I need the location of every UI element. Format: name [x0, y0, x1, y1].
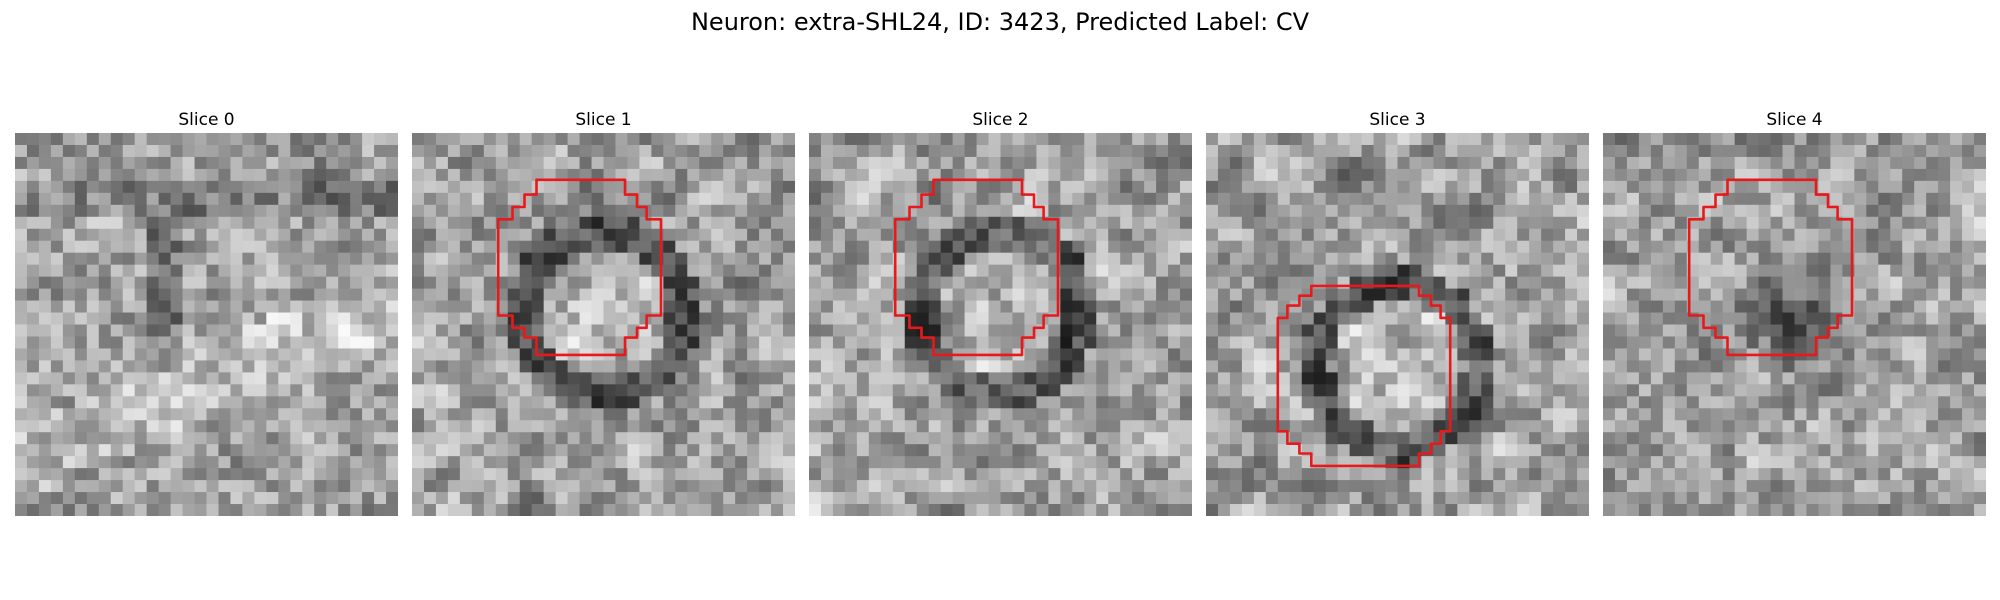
slice-panel-3: Slice 3	[1206, 108, 1589, 516]
slice-image	[15, 133, 398, 516]
slice-panel-4: Slice 4	[1603, 108, 1986, 516]
segmentation-contour	[496, 178, 663, 357]
segmentation-contour	[1687, 178, 1854, 357]
slice-image	[1603, 133, 1986, 516]
slice-title: Slice 3	[1369, 110, 1426, 130]
slice-panel-2: Slice 2	[809, 108, 1192, 516]
slice-title: Slice 1	[575, 110, 632, 130]
slice-image	[412, 133, 795, 516]
figure-title: Neuron: extra-SHL24, ID: 3423, Predicted…	[690, 8, 1310, 36]
slice-panel-0: Slice 0	[15, 108, 398, 516]
slice-pixels	[1603, 133, 1986, 516]
slice-pixels	[412, 133, 795, 516]
slice-title: Slice 0	[178, 110, 235, 130]
slice-pixels	[15, 133, 398, 516]
slice-pixels	[1206, 133, 1589, 516]
segmentation-contour	[893, 178, 1060, 357]
slice-pixels	[809, 133, 1192, 516]
slice-title: Slice 4	[1766, 110, 1823, 130]
slice-panel-1: Slice 1	[412, 108, 795, 516]
segmentation-contour	[1276, 284, 1452, 468]
slice-image	[809, 133, 1192, 516]
slice-image	[1206, 133, 1589, 516]
slice-title: Slice 2	[972, 110, 1029, 130]
